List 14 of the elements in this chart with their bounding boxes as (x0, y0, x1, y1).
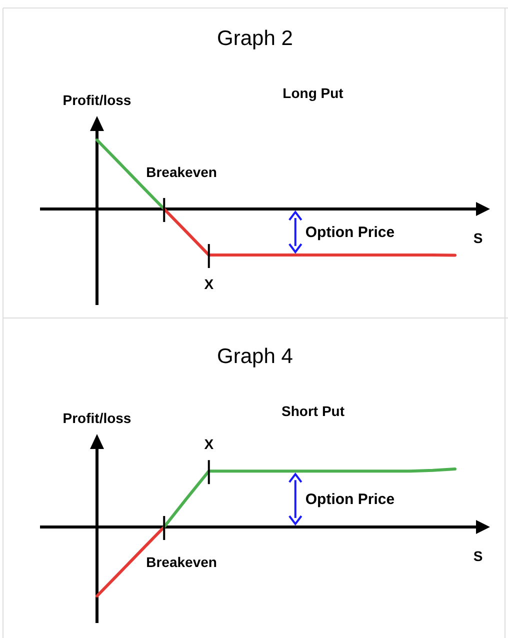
text: X (204, 276, 214, 292)
text: X (204, 436, 214, 452)
annotation: Breakeven (146, 554, 217, 570)
annotation: Option Price (305, 224, 395, 242)
y-axis-title: Profit/loss (62, 410, 132, 426)
chart-title: Graph 2 (217, 27, 293, 50)
x-axis-title: S (473, 548, 483, 564)
chart-subtitle: Short Put (282, 403, 345, 419)
annotation: Option Price (305, 491, 395, 508)
chart-subtitle: Long Put (282, 85, 344, 101)
y-axis-title: Profit/loss (62, 92, 132, 108)
chart-title: Graph 4 (217, 345, 294, 368)
annotation: Breakeven (146, 164, 217, 180)
x-axis-title: S (473, 230, 483, 246)
